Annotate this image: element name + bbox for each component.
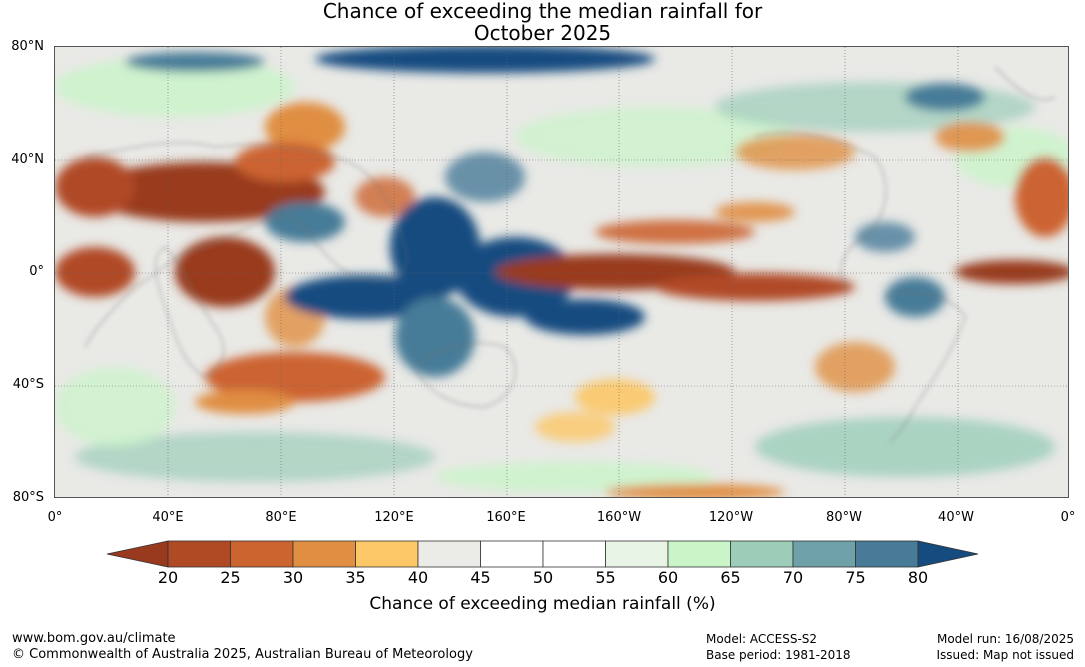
colorbar-label: Chance of exceeding median rainfall (%) — [369, 594, 716, 614]
colorbar-cell — [167, 540, 231, 568]
colorbar-cell — [292, 540, 356, 568]
lon-label-160w: 160°W — [596, 510, 642, 525]
map-title-line-2: October 2025 — [473, 21, 612, 45]
footer-website: www.bom.gov.au/climate — [12, 631, 176, 646]
colorbar-tick-label: 35 — [345, 568, 366, 587]
lat-label-80s: 80°S — [12, 490, 44, 505]
colorbar-cell — [792, 540, 856, 568]
colorbar-tick-label: 75 — [845, 568, 866, 587]
colorbar-tick-label: 70 — [782, 568, 804, 587]
lat-label-equator: 0° — [29, 264, 44, 279]
rainfall-map — [54, 46, 1069, 498]
map-title-line-1: Chance of exceeding the median rainfall … — [322, 0, 763, 23]
colorbar-tick-label: 55 — [595, 568, 616, 587]
lon-label-40w: 40°W — [938, 510, 974, 525]
colorbar-cell — [355, 540, 419, 568]
lat-label-40n: 40°N — [11, 152, 44, 167]
lon-label-0-east: 0° — [1060, 510, 1076, 525]
colorbar — [106, 540, 979, 568]
lon-label-40e: 40°E — [152, 510, 184, 525]
footer-model: Model: ACCESS-S2 — [706, 632, 818, 646]
colorbar-tick-label: 60 — [657, 568, 679, 587]
lon-label-120w: 120°W — [708, 510, 754, 525]
lon-label-120e: 120°E — [374, 510, 414, 525]
rainfall-map-canvas — [55, 47, 1068, 497]
lon-label-80w: 80°W — [826, 510, 862, 525]
lon-label-160e: 160°E — [486, 510, 526, 525]
colorbar-extend-high — [917, 540, 979, 568]
footer-base-period: Base period: 1981-2018 — [706, 648, 851, 662]
lat-label-40s: 40°S — [12, 377, 44, 392]
colorbar-extend-low — [106, 540, 169, 568]
colorbar-tick-label: 30 — [282, 568, 304, 587]
lon-label-0: 0° — [47, 510, 63, 525]
colorbar-tick-label: 65 — [720, 568, 741, 587]
colorbar-tick-label: 25 — [220, 568, 241, 587]
footer-issued: Issued: Map not issued — [936, 648, 1074, 662]
graticule — [55, 47, 1068, 497]
colorbar-tick-label: 80 — [907, 568, 929, 587]
colorbar-cell — [230, 540, 294, 568]
colorbar-cell — [417, 540, 481, 568]
coastlines — [84, 66, 1056, 443]
colorbar-tick-label: 40 — [407, 568, 429, 587]
footer-copyright: © Commonwealth of Australia 2025, Austra… — [12, 647, 473, 662]
colorbar-cell — [605, 540, 669, 568]
colorbar-tick-label: 20 — [157, 568, 179, 587]
colorbar-cell — [730, 540, 794, 568]
lon-label-80e: 80°E — [265, 510, 297, 525]
colorbar-tick-label: 45 — [470, 568, 491, 587]
colorbar-cell — [542, 540, 606, 568]
colorbar-cell — [855, 540, 919, 568]
anomaly-fields — [55, 47, 1068, 497]
footer-model-run: Model run: 16/08/2025 — [936, 632, 1074, 646]
colorbar-cell — [480, 540, 544, 568]
colorbar-cell — [667, 540, 731, 568]
colorbar-tick-label: 50 — [532, 568, 554, 587]
lat-label-80n: 80°N — [11, 39, 44, 54]
